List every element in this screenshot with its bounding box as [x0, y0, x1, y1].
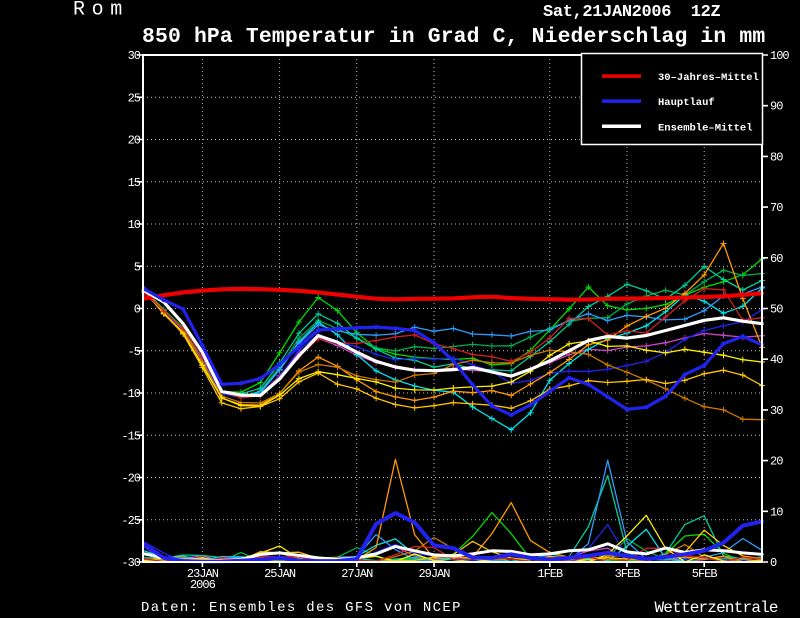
svg-text:10: 10	[770, 505, 783, 519]
svg-text:80: 80	[770, 150, 783, 164]
svg-text:-15: -15	[121, 429, 140, 443]
svg-text:50: 50	[770, 303, 783, 317]
svg-text:1FEB: 1FEB	[537, 567, 563, 581]
svg-text:60: 60	[770, 252, 783, 266]
svg-text:3FEB: 3FEB	[615, 567, 641, 581]
svg-text:23JAN: 23JAN	[187, 567, 219, 581]
svg-text:-30: -30	[121, 556, 140, 570]
svg-text:Rom: Rom	[73, 0, 129, 22]
svg-text:-10: -10	[121, 387, 140, 401]
svg-text:850 hPa Temperatur in Grad C,: 850 hPa Temperatur in Grad C, Niederschl…	[142, 25, 765, 49]
svg-text:29JAN: 29JAN	[418, 567, 450, 581]
svg-text:90: 90	[770, 100, 783, 114]
svg-text:Hauptlauf: Hauptlauf	[658, 97, 715, 109]
svg-text:2006: 2006	[190, 578, 216, 592]
svg-text:70: 70	[770, 201, 783, 215]
svg-text:20: 20	[128, 134, 141, 148]
svg-text:-20: -20	[121, 472, 140, 486]
svg-text:Ensemble–Mittel: Ensemble–Mittel	[658, 122, 753, 134]
svg-text:-5: -5	[128, 345, 141, 359]
svg-text:25: 25	[128, 91, 141, 105]
svg-text:0: 0	[134, 303, 141, 317]
svg-text:30: 30	[770, 404, 783, 418]
svg-text:5FEB: 5FEB	[692, 567, 718, 581]
svg-text:10: 10	[128, 218, 141, 232]
svg-text:Sat,21JAN2006 12Z: Sat,21JAN2006 12Z	[543, 3, 720, 22]
svg-text:25JAN: 25JAN	[264, 567, 296, 581]
svg-text:30–Jahres–Mittel: 30–Jahres–Mittel	[658, 72, 759, 84]
svg-text:15: 15	[128, 176, 141, 190]
svg-text:Wetterzentrale: Wetterzentrale	[655, 599, 778, 617]
svg-text:40: 40	[770, 353, 783, 367]
svg-text:30: 30	[128, 49, 141, 63]
svg-text:27JAN: 27JAN	[341, 567, 373, 581]
svg-text:20: 20	[770, 455, 783, 469]
svg-text:Daten: Ensembles des GFS von N: Daten: Ensembles des GFS von NCEP	[141, 600, 462, 616]
svg-text:100: 100	[770, 49, 789, 63]
svg-text:-25: -25	[121, 514, 140, 528]
svg-text:0: 0	[770, 556, 777, 570]
svg-text:5: 5	[134, 260, 141, 274]
